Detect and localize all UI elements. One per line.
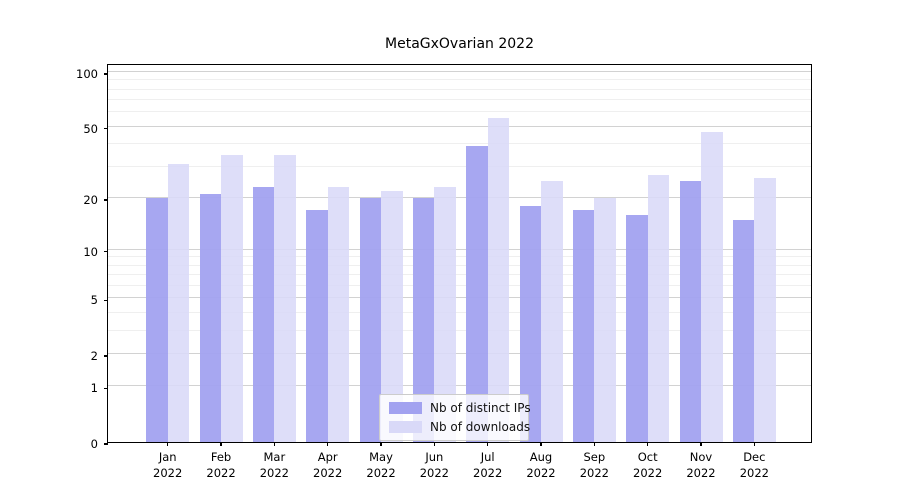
- ytick-label-5: 5: [90, 293, 98, 308]
- gridline-30: [108, 165, 811, 167]
- gridline-4: [108, 311, 811, 313]
- gridline-6: [108, 285, 811, 286]
- bar-distinct-ips-feb: [199, 194, 222, 442]
- gridline-70: [108, 99, 811, 101]
- gridline-50: [108, 125, 811, 127]
- xtick-mark-feb: [220, 442, 222, 446]
- bar-distinct-ips-may: [359, 197, 382, 442]
- gridline-5: [108, 297, 811, 299]
- bar-distinct-ips-jan: [146, 197, 168, 442]
- bar-downloads-may: [381, 190, 403, 442]
- legend-swatch-distinct-ips: [389, 402, 422, 414]
- xtick-label-feb: Feb 2022: [206, 450, 236, 480]
- gridline-1: [108, 385, 811, 387]
- bar-downloads-jun: [434, 187, 456, 442]
- ytick-label-2: 2: [90, 348, 98, 363]
- gridline-10: [108, 248, 811, 250]
- xtick-mark-sep: [593, 442, 595, 446]
- xtick-label-jan: Jan 2022: [153, 450, 183, 480]
- bar-distinct-ips-nov: [679, 180, 701, 442]
- bar-downloads-oct: [647, 174, 670, 442]
- gridline-60: [108, 111, 811, 113]
- xtick-mark-jan: [167, 442, 169, 446]
- bar-distinct-ips-dec: [732, 219, 755, 442]
- legend-item-distinct-ips: Nb of distinct IPs: [389, 401, 531, 415]
- gridline-8: [108, 264, 811, 266]
- xtick-label-nov: Nov 2022: [686, 450, 716, 480]
- ytick-mark-20: [104, 199, 108, 201]
- xtick-mark-jun: [433, 442, 435, 446]
- xtick-mark-apr: [327, 442, 329, 446]
- bar-downloads-aug: [541, 180, 563, 442]
- ytick-mark-1: [104, 387, 108, 390]
- xtick-mark-mar: [273, 442, 275, 446]
- bar-downloads-feb: [221, 154, 243, 442]
- ytick-label-1: 1: [90, 381, 98, 396]
- xtick-mark-jul: [487, 442, 489, 446]
- ytick-label-0: 0: [90, 437, 98, 451]
- legend-swatch-downloads: [389, 421, 422, 433]
- bar-distinct-ips-jun: [412, 197, 435, 442]
- ytick-label-50: 50: [83, 121, 98, 136]
- xtick-mark-oct: [647, 442, 649, 446]
- gridline-80: [108, 88, 811, 90]
- gridline-7: [108, 274, 811, 276]
- chart-title: MetaGxOvarian 2022: [385, 36, 534, 52]
- xtick-label-jul: Jul 2022: [473, 450, 503, 480]
- bar-distinct-ips-jul: [466, 146, 488, 442]
- legend: Nb of distinct IPs Nb of downloads: [379, 394, 531, 441]
- bar-distinct-ips-sep: [572, 210, 595, 442]
- xtick-label-may: May 2022: [366, 450, 396, 480]
- bar-downloads-mar: [274, 154, 296, 442]
- ytick-mark-100: [104, 73, 108, 75]
- bar-distinct-ips-apr: [306, 210, 328, 442]
- gridline-40: [108, 143, 811, 145]
- ytick-mark-50: [104, 128, 108, 130]
- bar-distinct-ips-oct: [626, 214, 648, 442]
- bar-downloads-apr: [327, 187, 350, 442]
- bar-downloads-jan: [167, 164, 190, 442]
- plot-area: 100 50 20 10 5 2 1 0 Jan 2022 Feb 2022 Mar 2022 Apr 20…: [76, 64, 812, 480]
- ytick-label-20: 20: [83, 192, 98, 207]
- xtick-label-oct: Oct 2022: [633, 450, 663, 480]
- bar-distinct-ips-mar: [252, 187, 275, 442]
- legend-item-downloads: Nb of downloads: [389, 420, 530, 434]
- legend-label-distinct-ips: Nb of distinct IPs: [430, 401, 531, 415]
- gridline-9: [108, 256, 811, 258]
- ytick-mark-10: [104, 251, 108, 253]
- gridline-90: [108, 79, 811, 81]
- legend-label-downloads: Nb of downloads: [430, 420, 531, 434]
- gridline-20: [108, 196, 811, 198]
- xtick-label-dec: Dec 2022: [739, 450, 769, 480]
- bar-distinct-ips-aug: [519, 205, 541, 442]
- bar-downloads-sep: [594, 197, 616, 442]
- ytick-label-100: 100: [76, 67, 98, 81]
- xtick-mark-dec: [753, 442, 755, 446]
- bar-downloads-jul: [487, 117, 510, 442]
- ytick-label-10: 10: [83, 244, 98, 259]
- gridline-3: [108, 329, 811, 331]
- ytick-mark-0: [104, 443, 108, 445]
- xtick-label-sep: Sep 2022: [579, 450, 609, 480]
- xtick-label-jun: Jun 2022: [419, 450, 449, 480]
- xtick-mark-may: [380, 442, 382, 446]
- xtick-mark-nov: [700, 442, 702, 446]
- xtick-mark-aug: [540, 442, 542, 446]
- xtick-label-mar: Mar 2022: [259, 450, 289, 480]
- xtick-label-aug: Aug 2022: [526, 450, 556, 480]
- ytick-mark-5: [104, 299, 108, 301]
- ytick-mark-2: [104, 355, 108, 357]
- bar-downloads-nov: [701, 131, 723, 442]
- bar-downloads-dec: [754, 177, 776, 442]
- xtick-label-apr: Apr 2022: [313, 450, 343, 480]
- gridline-2: [108, 352, 811, 354]
- gridline-100: [108, 71, 811, 73]
